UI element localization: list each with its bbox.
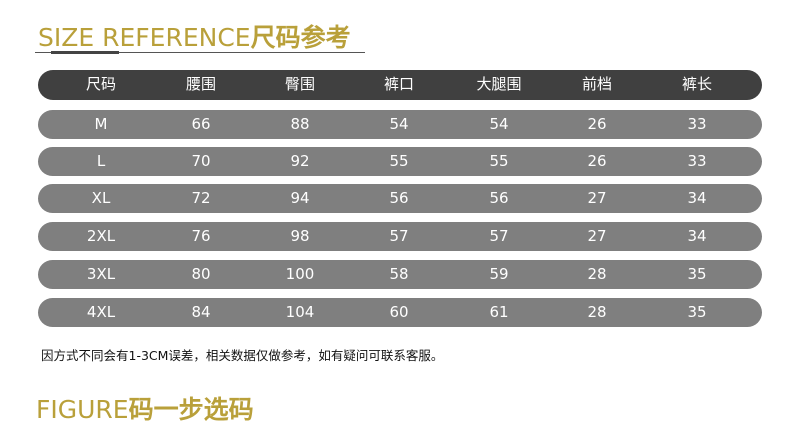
- table-cell: 4XL: [86, 303, 116, 321]
- column-header: 腰围: [185, 75, 216, 93]
- table-row: M 66 88 54 54 26 33: [38, 110, 762, 139]
- table-cell: 35: [687, 265, 707, 283]
- table-cell: 100: [285, 265, 315, 283]
- table-cell: 27: [587, 227, 607, 245]
- table-cell: 72: [191, 189, 211, 207]
- table-cell: 34: [687, 227, 707, 245]
- table-cell: 98: [290, 227, 310, 245]
- table-cell: 33: [687, 115, 707, 133]
- column-header: 大腿围: [476, 75, 522, 93]
- column-header: 裤口: [383, 75, 414, 93]
- table-cell: 54: [389, 115, 409, 133]
- table-row: L 70 92 55 55 26 33: [38, 147, 762, 176]
- column-header: 前档: [581, 75, 612, 93]
- table-cell: 2XL: [86, 227, 116, 245]
- table-cell: 33: [687, 152, 707, 170]
- table-cell: 59: [489, 265, 509, 283]
- table-cell: 3XL: [86, 265, 116, 283]
- table-cell: 34: [687, 189, 707, 207]
- table-cell: 28: [587, 265, 607, 283]
- table-cell: 57: [389, 227, 409, 245]
- table-cell: L: [96, 152, 106, 170]
- table-cell: 57: [489, 227, 509, 245]
- table-cell: 58: [389, 265, 409, 283]
- table-row: XL 72 94 56 56 27 34: [38, 184, 762, 213]
- table-row: 2XL 76 98 57 57 27 34: [38, 222, 762, 251]
- table-cell: 55: [489, 152, 509, 170]
- table-cell: 92: [290, 152, 310, 170]
- table-cell: 88: [290, 115, 310, 133]
- table-row: 4XL 84 104 60 61 28 35: [38, 298, 762, 327]
- table-cell: 104: [285, 303, 315, 321]
- table-cell: 84: [191, 303, 211, 321]
- table-cell: 60: [389, 303, 409, 321]
- table-cell: XL: [91, 189, 111, 207]
- table-cell: 27: [587, 189, 607, 207]
- table-cell: M: [94, 115, 108, 133]
- table-cell: 61: [489, 303, 509, 321]
- divider: [35, 52, 365, 53]
- table-row: 3XL 80 100 58 59 28 35: [38, 260, 762, 289]
- table-cell: 56: [389, 189, 409, 207]
- table-cell: 80: [191, 265, 211, 283]
- table-cell: 26: [587, 115, 607, 133]
- table-cell: 56: [489, 189, 509, 207]
- table-header: 尺码 腰围 臀围 裤口 大腿围 前档 裤长: [38, 70, 762, 100]
- title-cn: 码一步选码: [128, 395, 254, 424]
- section-title-figure: FIGURE码一步选码: [36, 390, 254, 426]
- title-en: SIZE REFERENCE: [38, 23, 251, 52]
- section-title: SIZE REFERENCE尺码参考: [38, 18, 351, 54]
- table-cell: 66: [191, 115, 211, 133]
- title-en: FIGURE: [36, 395, 129, 424]
- column-header: 臀围: [284, 75, 315, 93]
- table-cell: 94: [290, 189, 310, 207]
- disclaimer-note: 因方式不同会有1-3CM误差，相关数据仅做参考，如有疑问可联系客服。: [41, 348, 444, 363]
- table-cell: 28: [587, 303, 607, 321]
- column-header: 裤长: [681, 75, 712, 93]
- table-cell: 76: [191, 227, 211, 245]
- table-cell: 26: [587, 152, 607, 170]
- table-cell: 55: [389, 152, 409, 170]
- column-header: 尺码: [85, 75, 116, 93]
- table-cell: 35: [687, 303, 707, 321]
- divider-accent: [51, 51, 119, 54]
- table-cell: 54: [489, 115, 509, 133]
- table-cell: 70: [191, 152, 211, 170]
- title-cn: 尺码参考: [250, 23, 351, 52]
